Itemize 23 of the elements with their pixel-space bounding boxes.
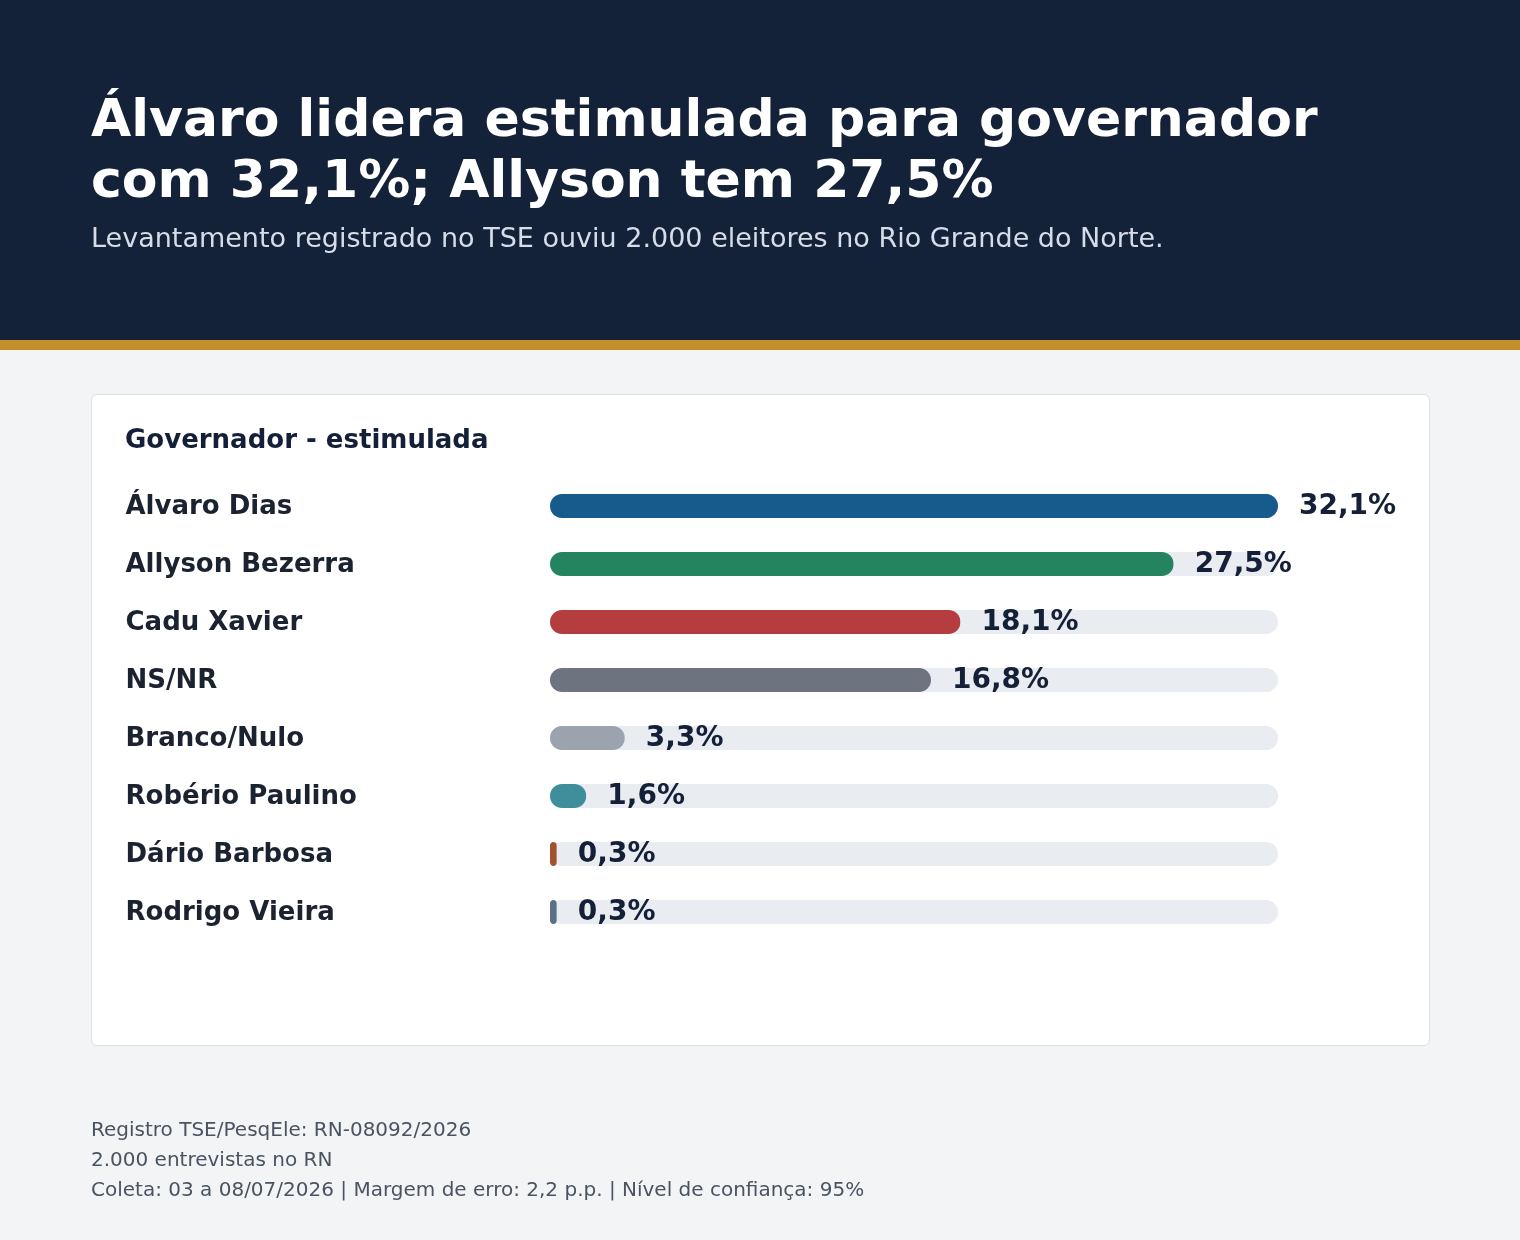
y-tick-label: Álvaro Dias [125,489,293,520]
chart-subtitle: Levantamento registrado no TSE ouviu 2.000 eleitores no Rio Grande do Norte. [91,222,1164,253]
data-label: 32,1% [1299,488,1397,521]
y-tick-label: Cadu Xavier [125,606,303,636]
data-label: 0,3% [577,836,656,869]
y-tick-label: Rodrigo Vieira [125,896,335,926]
chart-title: Álvaro lidera estimulada para governador com 32,1%; Allyson tem 27,5% [91,88,1319,210]
y-tick-label: Branco/Nulo [125,722,305,752]
y-tick-label: Allyson Bezerra [125,548,355,578]
bar [550,726,625,750]
y-tick-label: Robério Paulino [125,780,357,810]
data-label: 0,3% [577,894,656,927]
y-tick-label: Dário Barbosa [125,838,333,868]
text: Registro TSE/PesqEle: RN-08092/2026 [91,1116,473,1143]
text: 2.000 entrevistas no RN [91,1146,334,1173]
data-label: 3,3% [645,720,724,753]
text: Governador - estimulada [125,424,489,454]
data-label: 1,6% [607,778,685,811]
text: Coleta: 03 a 08/07/2026 | Margem de erro: 2,2 p.p. | Nível de confiança: 95% [91,1176,865,1203]
data-label: 27,5% [1194,546,1292,579]
data-label: 18,1% [981,604,1079,637]
data-label: 16,8% [952,662,1050,695]
y-tick-label: NS/NR [125,664,218,694]
